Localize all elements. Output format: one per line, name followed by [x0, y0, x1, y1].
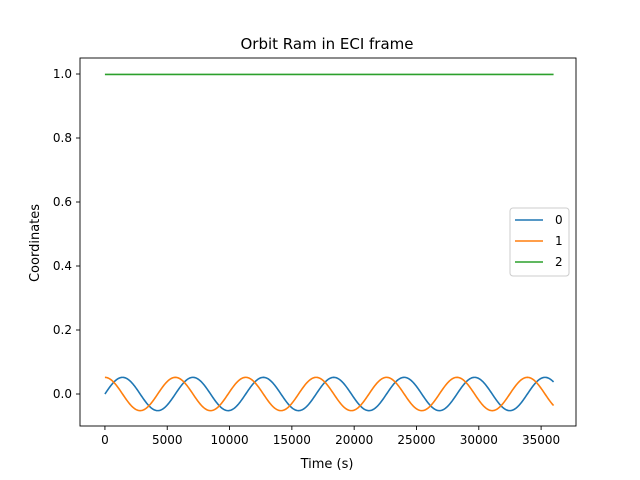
- x-tick-label: 30000: [460, 433, 498, 447]
- chart-title: Orbit Ram in ECI frame: [240, 35, 413, 53]
- legend: 0 1 2: [509, 207, 570, 277]
- plot-frame: [79, 57, 577, 427]
- y-tick-label: 0.2: [53, 323, 72, 337]
- y-tick-label: 0.6: [53, 195, 72, 209]
- legend-box: [509, 207, 570, 277]
- x-tick-label: 5000: [152, 433, 183, 447]
- series-line-0: [104, 376, 555, 412]
- y-axis-label: Coordinates: [28, 204, 43, 282]
- x-tick-label: 0: [101, 433, 109, 447]
- legend-label-1: 1: [555, 234, 563, 248]
- y-tick-label: 0.0: [53, 387, 72, 401]
- x-tick-label: 15000: [273, 433, 311, 447]
- y-tick-label: 0.4: [53, 259, 72, 273]
- legend-label-2: 2: [555, 255, 563, 269]
- y-tick-label: 0.8: [53, 131, 72, 145]
- x-tick-label: 35000: [522, 433, 560, 447]
- x-axis-ticks: 0 5000 10000 15000 20000 25000 30000 35000: [101, 426, 560, 447]
- legend-label-0: 0: [555, 213, 563, 227]
- plot-area: [79, 57, 577, 427]
- x-tick-label: 10000: [210, 433, 248, 447]
- y-axis-ticks: 0.0 0.2 0.4 0.6 0.8 1.0: [53, 67, 80, 401]
- series-line-1: [104, 376, 555, 412]
- y-tick-label: 1.0: [53, 67, 72, 81]
- x-tick-label: 20000: [335, 433, 373, 447]
- x-axis-label: Time (s): [300, 457, 354, 472]
- x-tick-label: 25000: [397, 433, 435, 447]
